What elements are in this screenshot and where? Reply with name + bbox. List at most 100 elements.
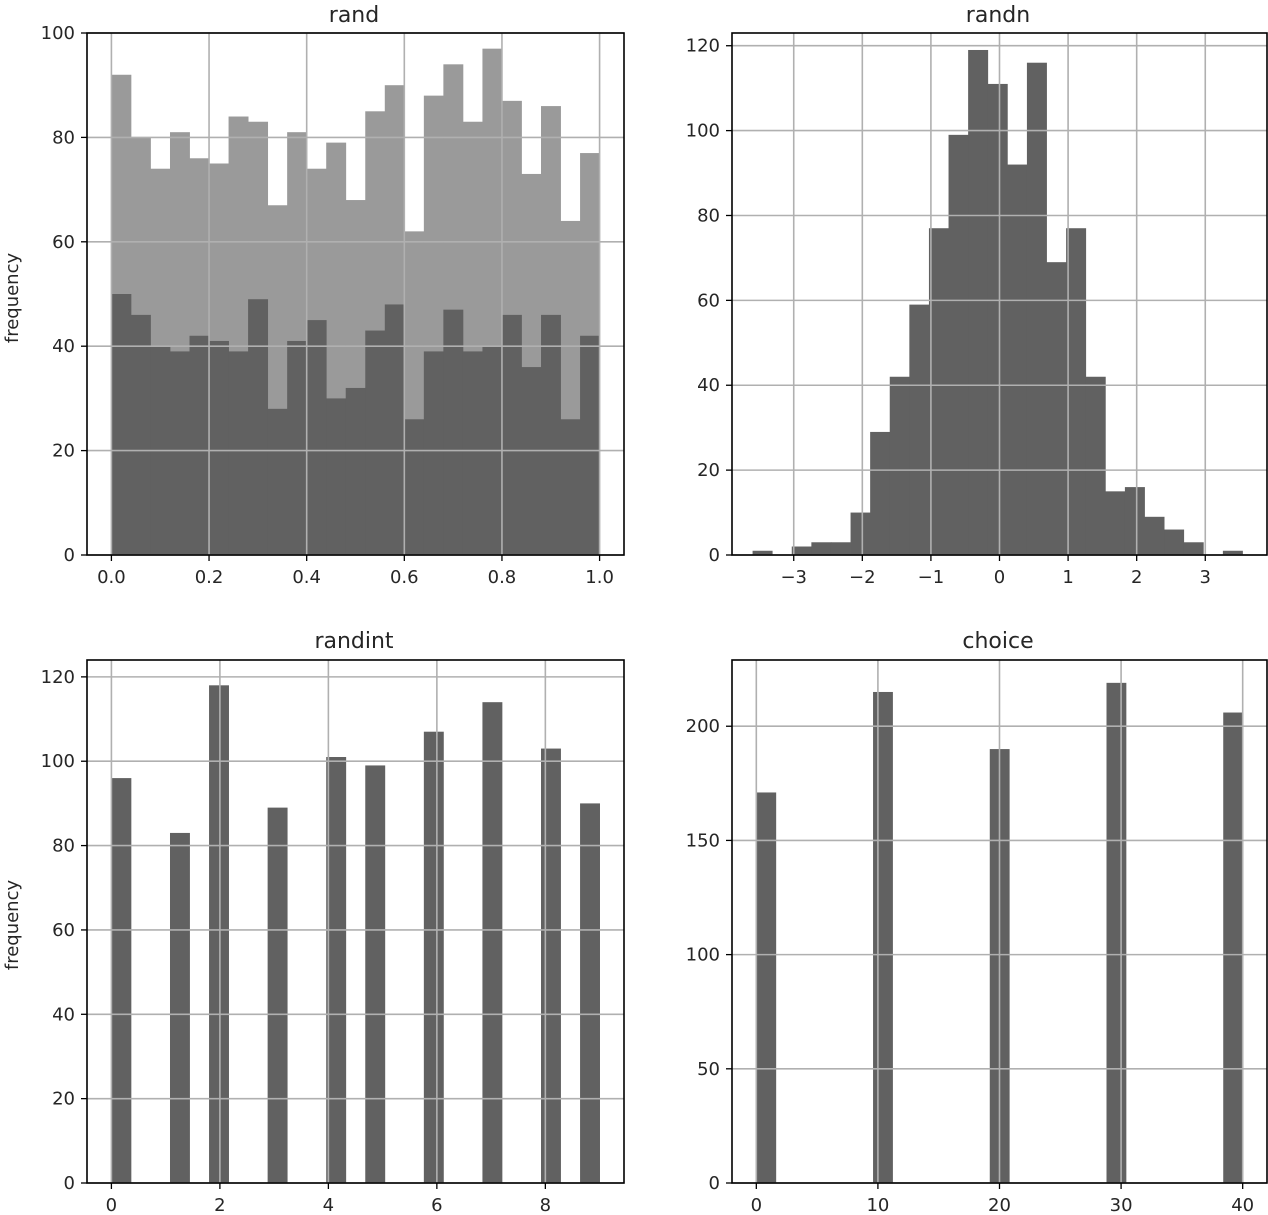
randn-bar-s0-13 <box>1007 164 1028 555</box>
rand-ytick-label-2: 40 <box>52 336 75 357</box>
randn-bar-s0-16 <box>1066 228 1087 555</box>
randn-xtick-label-6: 3 <box>1200 567 1211 588</box>
randn-bar-s0-4 <box>830 542 851 555</box>
randn-bar-s0-18 <box>1105 491 1126 555</box>
randn-bar-s0-12 <box>987 83 1008 556</box>
panel-randn-plot: −3 −2 −1 0 1 2 3 0 20 40 60 80 100 120 <box>686 32 1268 588</box>
choice-ytick-label-1: 50 <box>697 1059 720 1080</box>
randn-ytick-label-0: 0 <box>709 545 720 566</box>
randn-bar-s0-6 <box>870 431 891 555</box>
choice-xtick-label-1: 10 <box>866 1195 889 1215</box>
randint-bar-s0-0 <box>111 778 132 1183</box>
rand-xtick-label-5: 1.0 <box>585 567 614 588</box>
randn-bar-s0-21 <box>1164 529 1185 555</box>
randn-ytick-label-2: 40 <box>697 375 720 396</box>
panel-rand-title: rand <box>329 3 379 28</box>
randint-ytick-label-0: 0 <box>64 1173 75 1194</box>
rand-bar-s1-20 <box>501 314 522 555</box>
panel-choice: choice 0 10 20 30 40 0 50 100 150 200 <box>686 629 1268 1215</box>
rand-xtick-label-0: 0.0 <box>97 567 126 588</box>
randint-bar-s0-8 <box>267 807 288 1183</box>
rand-bar-s1-13 <box>365 330 386 555</box>
randn-xtick-label-4: 1 <box>1062 567 1073 588</box>
rand-bar-s1-10 <box>306 320 327 555</box>
choice-ytick-label-0: 0 <box>709 1173 720 1194</box>
rand-bar-s1-17 <box>443 309 464 555</box>
rand-bar-s1-24 <box>580 335 600 555</box>
randint-ytick-label-1: 20 <box>52 1089 75 1110</box>
randn-ytick-label-4: 80 <box>697 205 720 226</box>
rand-bar-s1-6 <box>228 351 249 555</box>
panel-randint-ylabel: frequency <box>2 880 23 971</box>
rand-bar-s1-11 <box>326 398 347 555</box>
randint-ytick-label-2: 40 <box>52 1004 75 1025</box>
randint-bar-s0-5 <box>209 685 229 1183</box>
randn-ytick-label-6: 120 <box>686 36 720 57</box>
choice-bar-s0-24 <box>1223 712 1244 1183</box>
panel-rand: rand frequency 0.0 0.2 0.4 0.6 0.8 1.0 0 20 40 60… <box>2 3 625 588</box>
rand-bar-s1-1 <box>130 314 151 555</box>
rand-bar-s1-14 <box>384 304 405 555</box>
randn-bar-s0-2 <box>791 546 812 555</box>
panel-randn-title: randn <box>966 3 1030 28</box>
rand-bar-s1-7 <box>248 299 269 555</box>
panel-rand-ylabel: frequency <box>2 253 23 344</box>
randint-bar-s0-11 <box>326 757 347 1183</box>
choice-bar-s0-6 <box>873 691 893 1183</box>
rand-bar-s1-9 <box>287 340 308 555</box>
rand-bar-s1-18 <box>462 351 483 555</box>
rand-bar-s1-8 <box>267 408 288 555</box>
panel-choice-plot: 0 10 20 30 40 0 50 100 150 200 <box>686 659 1268 1215</box>
rand-bar-s1-4 <box>189 335 210 555</box>
rand-bar-s1-5 <box>209 340 229 555</box>
panel-choice-title: choice <box>962 629 1033 654</box>
randint-xtick-label-3: 6 <box>431 1195 442 1215</box>
randint-ytick-label-3: 60 <box>52 920 75 941</box>
rand-xtick-label-2: 0.4 <box>292 567 321 588</box>
randn-bar-s0-9 <box>928 228 949 555</box>
randint-ytick-label-5: 100 <box>41 751 75 772</box>
randn-xtick-label-5: 2 <box>1131 567 1142 588</box>
randint-bar-s0-13 <box>365 765 386 1183</box>
rand-ytick-label-3: 60 <box>52 232 75 253</box>
rand-bar-s1-0 <box>111 294 132 555</box>
choice-bar-s0-18 <box>1106 682 1127 1183</box>
choice-xtick-label-2: 20 <box>988 1195 1011 1215</box>
panel-randn: randn −3 −2 −1 0 1 2 3 0 20 40 60 80 100 120 <box>686 3 1268 588</box>
randint-axes-frame <box>86 659 625 1184</box>
rand-bar-s1-15 <box>404 419 425 555</box>
randint-bar-s0-22 <box>541 748 561 1183</box>
randn-xtick-label-0: −3 <box>780 567 807 588</box>
randn-ytick-label-3: 60 <box>697 290 720 311</box>
randn-ytick-label-5: 100 <box>686 121 720 142</box>
rand-ytick-label-1: 20 <box>52 441 75 462</box>
randint-bar-s0-3 <box>169 832 190 1183</box>
choice-xtick-label-3: 30 <box>1110 1195 1133 1215</box>
rand-xtick-label-4: 0.8 <box>488 567 517 588</box>
choice-xtick-label-0: 0 <box>751 1195 762 1215</box>
rand-bar-s1-16 <box>423 351 444 555</box>
panel-rand-plot: 0.0 0.2 0.4 0.6 0.8 1.0 0 20 40 60 80 100 <box>41 23 625 588</box>
randint-ytick-label-4: 80 <box>52 836 75 857</box>
randn-ytick-label-1: 20 <box>697 460 720 481</box>
choice-xtick-label-4: 40 <box>1231 1195 1254 1215</box>
choice-ytick-label-3: 150 <box>686 830 720 851</box>
randn-bar-s0-15 <box>1046 262 1067 555</box>
randn-xtick-label-3: 0 <box>994 567 1005 588</box>
randn-bar-s0-17 <box>1085 376 1106 555</box>
randint-bar-s0-24 <box>580 803 600 1183</box>
randint-bar-s0-16 <box>423 731 444 1183</box>
rand-bar-s1-12 <box>345 387 366 555</box>
randint-xtick-label-2: 4 <box>323 1195 334 1215</box>
randn-bar-s0-0 <box>752 550 773 555</box>
rand-axes-frame <box>86 32 625 556</box>
randint-bar-s0-19 <box>482 702 503 1183</box>
panel-randint-title: randint <box>314 629 393 654</box>
rand-ytick-label-5: 100 <box>41 23 75 44</box>
rand-ytick-label-4: 80 <box>52 127 75 148</box>
randn-bar-s0-11 <box>968 49 989 555</box>
rand-bar-s1-23 <box>560 419 581 555</box>
randn-bar-s0-24 <box>1222 550 1243 555</box>
rand-xtick-label-3: 0.6 <box>390 567 419 588</box>
